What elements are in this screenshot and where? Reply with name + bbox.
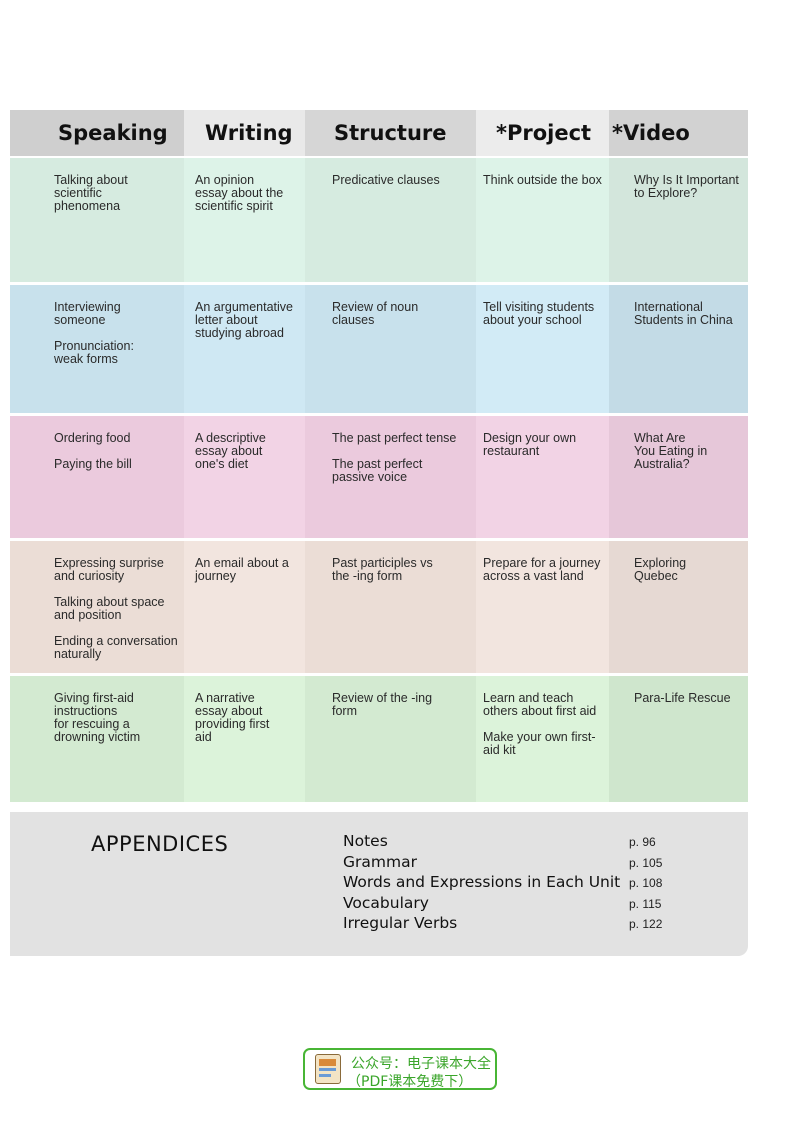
cell-text: Talking about scientific phenomena	[54, 173, 128, 213]
cell-text: Review of noun clauses	[332, 300, 419, 327]
cell-text: Learn and teach others about first aid	[483, 691, 597, 718]
cell-writing: An argumentative letter about studying a…	[184, 285, 305, 413]
cell-text: Review of the -ing form	[332, 691, 433, 718]
appendix-item-name: Words and Expressions in Each Unit	[343, 873, 621, 891]
appendix-item-page: p. 108	[629, 876, 663, 890]
cell-structure: Review of noun clauses	[305, 285, 476, 413]
cell-text: Pronunciation: weak forms	[54, 339, 134, 366]
cell-video-time: Why Is It Important to Explore?	[609, 158, 748, 282]
table-row: Ordering food Paying the bill A descriptiv…	[10, 416, 748, 538]
book-logo-icon	[315, 1054, 341, 1084]
cell-text: The past perfect passive voice	[332, 457, 423, 484]
appendices-panel: APPENDICES Notes p. 96 Grammar p. 105 Words …	[10, 812, 748, 956]
cell-video-time: Exploring Quebec	[609, 541, 748, 673]
cell-video-time: What Are You Eating in Australia?	[609, 416, 748, 538]
cell-text: The past perfect tense	[332, 431, 457, 445]
cell-speaking: Interviewing someone Pronunciation: weak …	[10, 285, 184, 413]
table-row: Giving first-aid instructions for rescui…	[10, 676, 748, 802]
cell-writing: An opinion essay about the scientific sp…	[184, 158, 305, 282]
cell-text: An opinion essay about the scientific sp…	[195, 173, 284, 213]
header-video-time: *Video Time	[609, 110, 748, 191]
appendix-item-name: Irregular Verbs	[343, 914, 458, 932]
cell-text: Para-Life Rescue	[634, 691, 731, 705]
cell-text: Past participles vs the -ing form	[332, 556, 433, 583]
cell-text: An email about a journey	[195, 556, 289, 583]
cell-text: A descriptive essay about one's diet	[195, 431, 266, 471]
cell-text: Interviewing someone	[54, 300, 121, 327]
cell-text: Exploring Quebec	[634, 556, 687, 583]
cell-text: Ending a conversation naturally	[54, 634, 178, 661]
cell-text: Why Is It Important to Explore?	[634, 173, 739, 200]
cell-text: Ordering food	[54, 431, 131, 445]
contents-table: Speaking Writing Structure *Project *Vid…	[10, 110, 748, 802]
cell-speaking: Ordering food Paying the bill	[10, 416, 184, 538]
cell-text: Giving first-aid instructions for rescui…	[54, 691, 141, 744]
cell-text: Talking about space and position	[54, 595, 165, 622]
cell-speaking: Giving first-aid instructions for rescui…	[10, 676, 184, 802]
cell-structure: Review of the -ing form	[305, 676, 476, 802]
cell-structure: The past perfect tense The past perfect p…	[305, 416, 476, 538]
cell-text: Think outside the box	[483, 173, 602, 187]
table-row: Interviewing someone Pronunciation: weak …	[10, 285, 748, 413]
cell-text: A narrative essay about providing first …	[195, 691, 270, 744]
appendix-item-name: Vocabulary	[343, 893, 429, 912]
appendix-item-page: p. 122	[629, 917, 663, 931]
cell-writing: An email about a journey	[184, 541, 305, 673]
table-row: Talking about scientific phenomena An opi…	[10, 158, 748, 282]
cell-text: Predicative clauses	[332, 173, 440, 187]
watermark-stamp: 公众号：电子课本大全 （PDF课本免费下）	[303, 1048, 497, 1090]
header-project: *Project	[476, 110, 609, 156]
stamp-line-2: （PDF课本免费下）	[347, 1074, 473, 1090]
cell-structure: Predicative clauses	[305, 158, 476, 282]
appendices-title: APPENDICES	[91, 832, 229, 856]
appendix-item-name: Grammar	[343, 852, 417, 871]
cell-text: Expressing surprise and curiosity	[54, 556, 164, 583]
cell-project: Design your own restaurant	[476, 416, 609, 538]
appendix-item: Vocabulary p. 115	[343, 894, 733, 915]
appendix-item: Irregular Verbs p. 122	[343, 914, 733, 935]
cell-project: Learn and teach others about first aid Ma…	[476, 676, 609, 802]
cell-video-time: Para-Life Rescue	[609, 676, 748, 802]
cell-video-time: International Students in China	[609, 285, 748, 413]
appendix-item: Grammar p. 105	[343, 853, 733, 874]
cell-structure: Past participles vs the -ing form	[305, 541, 476, 673]
appendix-item-page: p. 96	[629, 835, 656, 849]
header-structure: Structure	[305, 110, 476, 156]
cell-text: Tell visiting students about your school	[483, 300, 595, 327]
cell-speaking: Expressing surprise and curiosity Talking…	[10, 541, 184, 673]
appendix-item-name: Notes	[343, 832, 388, 850]
cell-project: Tell visiting students about your school	[476, 285, 609, 413]
cell-text: An argumentative letter about studying a…	[195, 300, 293, 340]
appendix-item-page: p. 115	[629, 896, 662, 911]
appendices-list: Notes p. 96 Grammar p. 105 Words and Express…	[343, 832, 733, 935]
cell-text: International Students in China	[634, 300, 733, 327]
appendix-item: Words and Expressions in Each Unit p. 108	[343, 873, 733, 894]
cell-text: What Are You Eating in Australia?	[634, 431, 708, 471]
cell-text: Prepare for a journey across a vast land	[483, 556, 601, 583]
cell-project: Think outside the box	[476, 158, 609, 282]
cell-writing: A descriptive essay about one's diet	[184, 416, 305, 538]
header-speaking: Speaking	[10, 110, 184, 156]
cell-text: Paying the bill	[54, 457, 132, 471]
cell-text: Design your own restaurant	[483, 431, 577, 458]
table-body: Talking about scientific phenomena An opi…	[10, 158, 748, 802]
cell-writing: A narrative essay about providing first …	[184, 676, 305, 802]
cell-text: Make your own first- aid kit	[483, 730, 596, 757]
header-row: Speaking Writing Structure *Project *Vid…	[10, 110, 748, 191]
appendix-item-page: p. 105	[629, 855, 663, 870]
header-writing: Writing	[184, 110, 305, 156]
cell-project: Prepare for a journey across a vast land	[476, 541, 609, 673]
cell-speaking: Talking about scientific phenomena	[10, 158, 184, 282]
stamp-line-1: 公众号：电子课本大全	[351, 1056, 491, 1072]
table-row: Expressing surprise and curiosity Talking…	[10, 541, 748, 673]
appendix-item: Notes p. 96	[343, 832, 733, 853]
